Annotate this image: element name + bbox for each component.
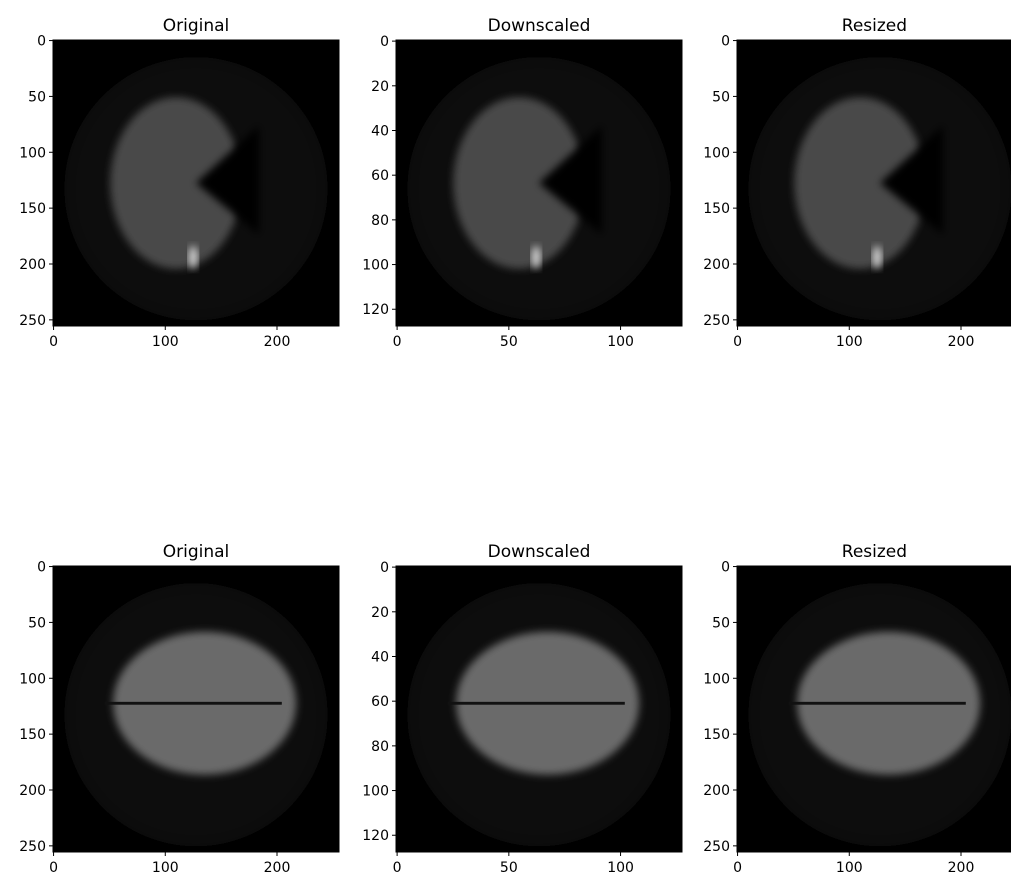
y-tick-label: 200 — [703, 257, 730, 273]
x-tick-label: 50 — [500, 860, 518, 876]
y-tick-label: 100 — [703, 145, 730, 161]
y-tick-label: 120 — [362, 302, 389, 318]
figure: Original0100200050100150200250Downscaled… — [0, 0, 1011, 879]
bright-spot — [189, 246, 198, 269]
y-tick-label: 0 — [721, 34, 730, 50]
y-tick-label: 50 — [28, 615, 46, 631]
y-tick-label: 20 — [371, 79, 389, 95]
y-tick-label: 50 — [712, 89, 730, 105]
y-tick-label: 80 — [371, 739, 389, 755]
x-tick-label: 200 — [264, 334, 291, 350]
x-tick-label: 100 — [152, 334, 179, 350]
y-tick-label: 0 — [721, 560, 730, 576]
x-tick-label: 0 — [49, 860, 58, 876]
x-tick-label: 0 — [393, 334, 402, 350]
y-tick-label: 100 — [19, 145, 46, 161]
image-content — [53, 40, 339, 326]
y-tick-label: 200 — [19, 257, 46, 273]
x-tick-label: 200 — [948, 860, 975, 876]
y-tick-label: 60 — [371, 168, 389, 184]
x-tick-label: 50 — [500, 334, 518, 350]
y-tick-label: 120 — [362, 828, 389, 844]
y-tick-label: 250 — [703, 839, 730, 855]
y-tick-label: 0 — [380, 34, 389, 50]
y-tick-label: 150 — [19, 201, 46, 217]
y-tick-label: 40 — [371, 649, 389, 665]
image-content — [396, 40, 682, 326]
y-tick-label: 100 — [703, 671, 730, 687]
y-tick-label: 150 — [703, 727, 730, 743]
x-tick-label: 0 — [393, 860, 402, 876]
y-tick-label: 100 — [19, 671, 46, 687]
y-tick-label: 150 — [703, 201, 730, 217]
midline — [104, 702, 281, 705]
x-tick-label: 200 — [264, 860, 291, 876]
x-tick-label: 0 — [49, 334, 58, 350]
x-tick-label: 200 — [948, 334, 975, 350]
y-tick-label: 0 — [37, 34, 46, 50]
bright-spot — [532, 246, 541, 269]
y-tick-label: 150 — [19, 727, 46, 743]
axes-title: Downscaled — [488, 542, 591, 562]
axes-title: Resized — [842, 16, 907, 36]
axes-title: Original — [163, 16, 230, 36]
y-tick-label: 40 — [371, 123, 389, 139]
y-tick-label: 50 — [28, 89, 46, 105]
x-tick-label: 100 — [152, 860, 179, 876]
x-tick-label: 100 — [836, 860, 863, 876]
y-tick-label: 0 — [380, 560, 389, 576]
image-content — [53, 566, 339, 852]
x-tick-label: 100 — [607, 334, 634, 350]
midline — [447, 702, 624, 705]
image-content — [396, 566, 682, 852]
y-tick-label: 100 — [362, 258, 389, 274]
y-tick-label: 20 — [371, 605, 389, 621]
y-tick-label: 250 — [19, 313, 46, 329]
image-content — [737, 566, 1011, 852]
y-tick-label: 250 — [703, 313, 730, 329]
axes-title: Downscaled — [488, 16, 591, 36]
bright-spot — [873, 246, 882, 269]
axes-title: Resized — [842, 542, 907, 562]
x-tick-label: 100 — [607, 860, 634, 876]
y-tick-label: 200 — [703, 783, 730, 799]
y-tick-label: 250 — [19, 839, 46, 855]
y-tick-label: 200 — [19, 783, 46, 799]
y-tick-label: 0 — [37, 560, 46, 576]
x-tick-label: 0 — [733, 334, 742, 350]
midline — [788, 702, 965, 705]
y-tick-label: 50 — [712, 615, 730, 631]
x-tick-label: 0 — [733, 860, 742, 876]
axes-title: Original — [163, 542, 230, 562]
y-tick-label: 60 — [371, 694, 389, 710]
image-content — [737, 40, 1011, 326]
y-tick-label: 100 — [362, 784, 389, 800]
y-tick-label: 80 — [371, 213, 389, 229]
x-tick-label: 100 — [836, 334, 863, 350]
